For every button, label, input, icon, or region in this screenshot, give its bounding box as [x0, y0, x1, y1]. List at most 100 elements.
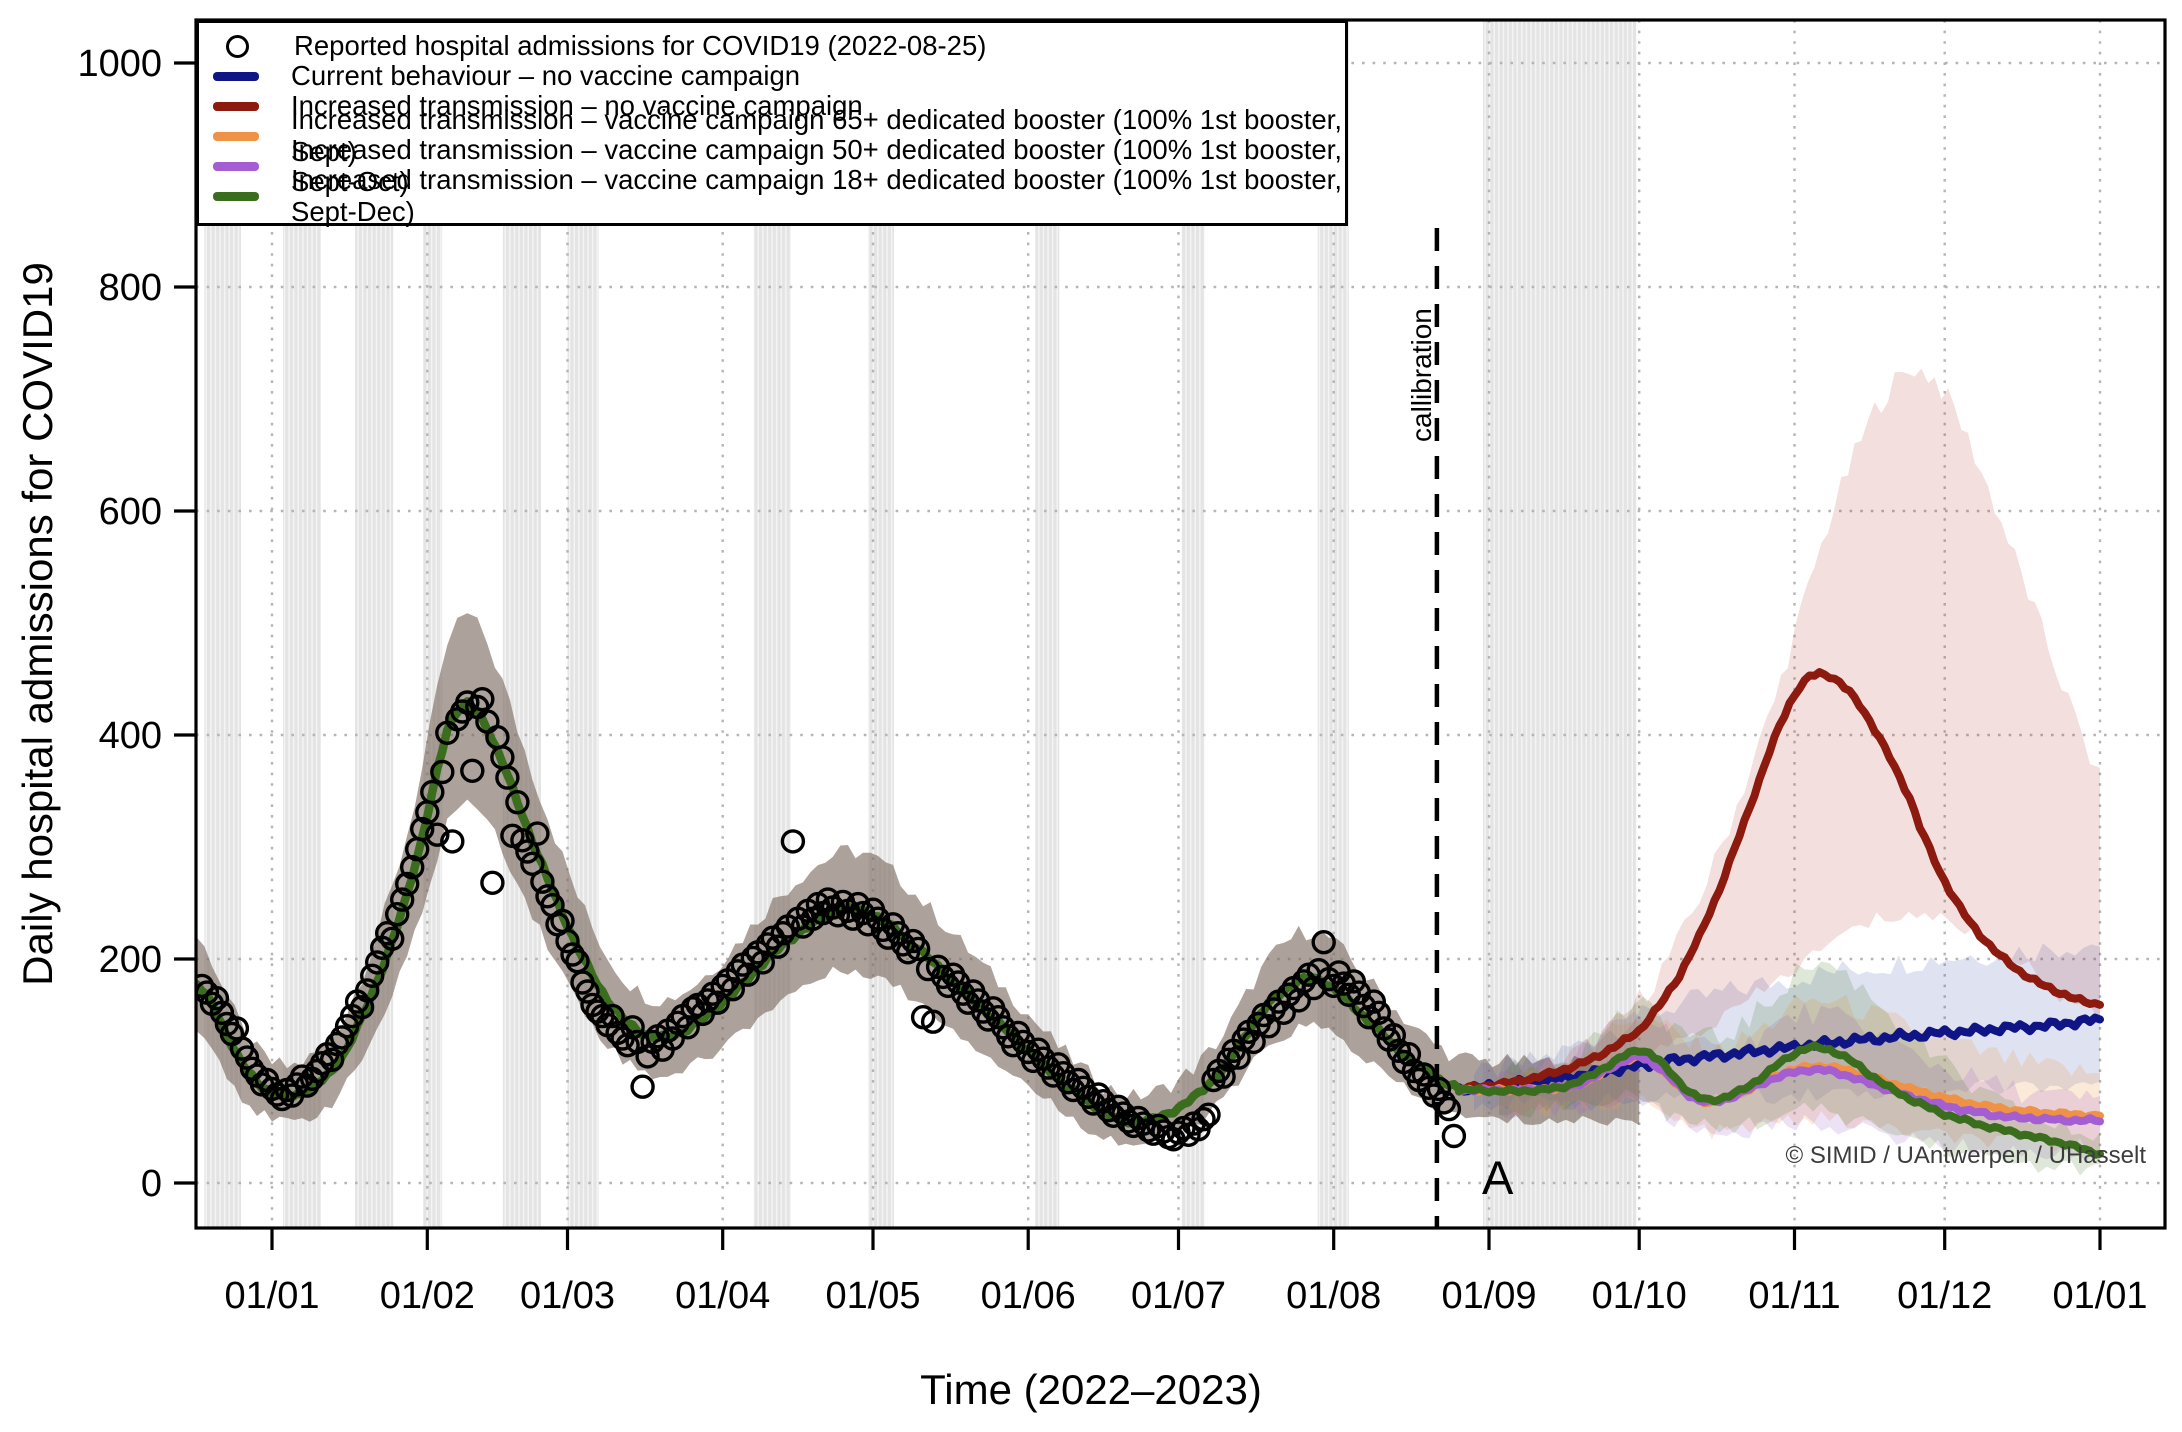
- x-tick-label: 01/02: [380, 1275, 475, 1317]
- observed-point: [905, 936, 931, 962]
- observed-point: [560, 942, 585, 967]
- observed-point: [620, 1015, 645, 1040]
- observed-point: [395, 871, 420, 897]
- legend-item-label: Increased transmission – vaccine campaig…: [291, 104, 1342, 167]
- y-tick-label: 200: [99, 939, 162, 981]
- observed-point: [1381, 1022, 1407, 1048]
- legend-item-label: Current behaviour – no vaccine campaign: [291, 60, 801, 91]
- x-tick-label: 01/05: [825, 1275, 920, 1317]
- observed-point: [319, 1047, 345, 1073]
- y-tick-label: 1000: [77, 43, 162, 85]
- holiday-band: [1181, 20, 1205, 1228]
- observed-point: [505, 790, 530, 815]
- observed-point: [630, 1074, 655, 1099]
- x-tick-label: 01/04: [675, 1275, 770, 1317]
- observed-point: [460, 758, 485, 783]
- observed-point: [530, 869, 555, 894]
- observed-point: [1341, 969, 1367, 994]
- observed-point-symbol: [226, 34, 249, 58]
- panel-label-a: A: [1482, 1151, 1514, 1204]
- observed-point: [1431, 1090, 1457, 1115]
- observed-point: [575, 979, 600, 1004]
- observed-point: [1001, 1032, 1026, 1058]
- series-line-symbol: [213, 71, 259, 81]
- observed-point: [375, 921, 400, 946]
- y-axis-title: Daily hospital admissions for COVID19: [14, 262, 61, 986]
- observed-point: [1396, 1041, 1422, 1067]
- observed-point: [765, 934, 790, 959]
- observed-point: [1076, 1084, 1101, 1110]
- scenario-band: [1499, 1002, 2100, 1164]
- x-tick-label: 01/11: [1748, 1275, 1840, 1317]
- observed-point: [329, 1025, 355, 1050]
- observed-point: [380, 926, 405, 951]
- observed-point: [365, 950, 390, 975]
- x-axis-title: Time (2022–2023): [920, 1366, 1262, 1413]
- observed-point: [234, 1045, 260, 1070]
- observed-point: [410, 816, 435, 842]
- observed-point: [1116, 1109, 1141, 1134]
- observed-point: [1020, 1048, 1046, 1074]
- observed-point: [349, 995, 375, 1020]
- scenario-band: [1564, 368, 2100, 1083]
- observed-point: [780, 829, 806, 854]
- observed-point: [385, 902, 410, 927]
- observed-point: [920, 1009, 946, 1034]
- observed-point: [710, 973, 735, 999]
- observed-point: [1361, 989, 1387, 1014]
- legend-box: Reported hospital admissions for COVID19…: [196, 20, 1348, 227]
- legend-item-label: Reported hospital admissions for COVID19…: [294, 30, 987, 61]
- observed-point: [425, 822, 450, 847]
- x-tick-label: 01/03: [520, 1275, 615, 1317]
- observed-point: [725, 959, 750, 984]
- y-tick-label: 400: [99, 715, 162, 757]
- series-line-symbol: [213, 161, 259, 171]
- observed-point: [204, 986, 230, 1011]
- x-tick-label: 01/08: [1286, 1275, 1381, 1317]
- legend-item: Increased transmission – vaccine campaig…: [199, 164, 1345, 227]
- observed-point: [1441, 1123, 1467, 1149]
- observed-point: [495, 765, 520, 790]
- x-tick-label: 01/12: [1897, 1275, 1992, 1317]
- x-tick-label: 01/07: [1131, 1275, 1226, 1317]
- observed-point: [865, 906, 891, 931]
- observed-point: [525, 821, 550, 846]
- observed-point: [420, 779, 445, 805]
- observed-point: [324, 1031, 350, 1057]
- x-tick-label: 01/10: [1592, 1275, 1687, 1317]
- observed-point: [440, 829, 465, 854]
- legend-item: Increased transmission – vaccine campaig…: [199, 104, 1345, 167]
- observed-point: [635, 1044, 660, 1069]
- x-tick-label: 01/01: [2052, 1275, 2147, 1317]
- observed-point: [1386, 1038, 1412, 1064]
- observed-point: [510, 828, 535, 853]
- observed-point: [196, 973, 215, 999]
- observed-point: [360, 963, 385, 988]
- observed-point: [1411, 1062, 1437, 1087]
- observed-point: [480, 870, 505, 895]
- observed-point: [1311, 930, 1336, 955]
- observed-point: [600, 1003, 625, 1029]
- observed-point: [1096, 1097, 1121, 1123]
- copyright-note: © SIMID / UAntwerpen / UHasselt: [1785, 1142, 2146, 1169]
- x-tick-label: 01/09: [1441, 1275, 1536, 1317]
- legend-item: Reported hospital admissions for COVID19…: [199, 30, 1345, 61]
- legend-item-label: Increased transmission – no vaccine camp…: [291, 90, 863, 121]
- x-tick-label: 01/06: [981, 1275, 1076, 1317]
- observed-point: [1041, 1063, 1066, 1088]
- series-line-symbol: [213, 191, 259, 201]
- observed-point: [1256, 1013, 1281, 1039]
- observed-point: [1191, 1106, 1216, 1132]
- scenario-line: [1454, 668, 2104, 1094]
- observed-point: [735, 962, 760, 987]
- observed-point: [1196, 1102, 1221, 1127]
- observed-point: [555, 928, 580, 954]
- observed-point: [355, 978, 380, 1003]
- observed-point: [895, 940, 921, 965]
- observed-point: [430, 759, 455, 785]
- legend-item: Current behaviour – no vaccine campaign: [199, 60, 1345, 91]
- observed-point: [850, 900, 876, 926]
- observed-point: [515, 839, 540, 864]
- y-tick-label: 0: [141, 1163, 162, 1205]
- calibration-label: callibration: [1406, 308, 1437, 442]
